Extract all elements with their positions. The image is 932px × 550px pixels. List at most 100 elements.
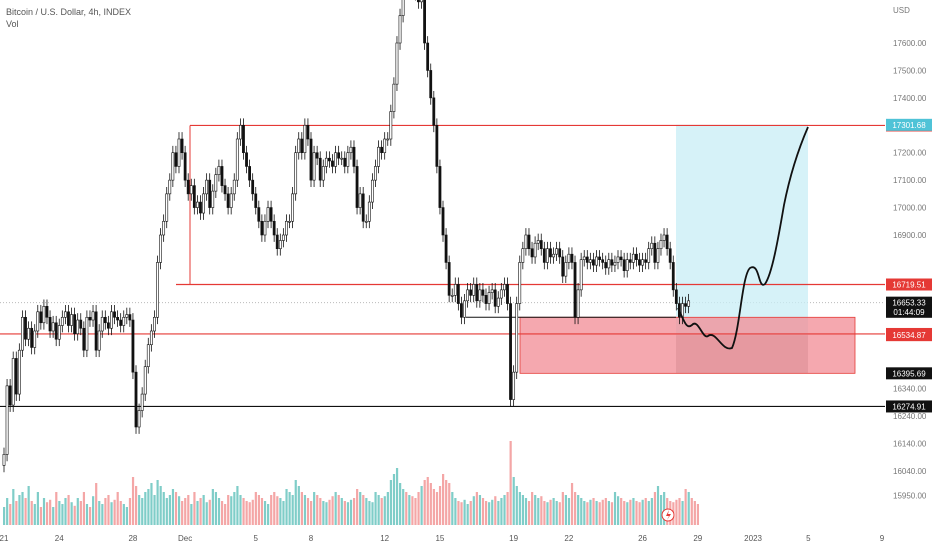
- volume-bar: [190, 504, 193, 525]
- volume-bar: [227, 495, 230, 525]
- candle: [202, 193, 205, 214]
- volume-bar: [681, 501, 684, 525]
- candle: [30, 327, 34, 348]
- candle: [232, 179, 236, 195]
- candle: [165, 193, 169, 222]
- candle: [220, 166, 224, 186]
- volume-bar: [386, 492, 389, 525]
- x-tick-label: 22: [564, 534, 573, 543]
- volume-bar: [448, 483, 451, 525]
- volume-bar: [442, 474, 445, 525]
- candle: [417, 0, 420, 3]
- volume-bar: [567, 498, 571, 525]
- volume-bar: [635, 501, 638, 525]
- candle: [288, 220, 291, 223]
- volume-bar: [586, 502, 589, 525]
- candle: [116, 316, 119, 321]
- candle: [447, 262, 451, 296]
- candle: [509, 303, 512, 400]
- candle: [426, 42, 430, 71]
- volume-bar: [288, 492, 291, 525]
- volume-bar: [374, 492, 377, 525]
- volume-bar: [260, 498, 264, 525]
- candle: [518, 262, 522, 304]
- candle: [552, 253, 555, 258]
- x-tick-label: 8: [309, 534, 314, 543]
- candle: [484, 295, 488, 304]
- candle: [205, 179, 209, 195]
- price-label: 17301.68: [892, 121, 926, 130]
- candle: [318, 157, 322, 181]
- candle: [257, 207, 261, 222]
- volume-bar: [638, 502, 641, 525]
- volume-bar: [380, 498, 383, 525]
- candle: [153, 316, 156, 332]
- volume-bar: [214, 492, 218, 525]
- volume-bar: [607, 501, 610, 525]
- price-label-bg: [886, 118, 932, 131]
- candle: [275, 234, 279, 250]
- volume-bar: [177, 496, 181, 525]
- candle: [530, 248, 534, 258]
- volume-bar: [193, 492, 196, 525]
- candle: [499, 289, 503, 299]
- volume-bar: [524, 498, 528, 525]
- volume-bar: [589, 499, 592, 525]
- x-tick-label: 12: [380, 534, 389, 543]
- volume-bar: [466, 504, 469, 525]
- candle: [297, 138, 301, 154]
- volume-bar: [491, 499, 494, 525]
- candle: [137, 410, 141, 428]
- volume-bar: [383, 496, 386, 525]
- candle: [684, 303, 687, 307]
- candle: [604, 262, 608, 269]
- volume-bar: [451, 492, 454, 525]
- volume-bar: [270, 495, 273, 525]
- candle: [88, 316, 92, 321]
- volume-bar: [570, 483, 574, 525]
- volume-bar: [552, 498, 555, 525]
- volume-bar: [518, 492, 521, 525]
- volume-bar: [303, 495, 307, 525]
- candle: [665, 234, 669, 250]
- price-label-bg: [886, 329, 932, 342]
- candle: [460, 303, 463, 318]
- volume-bar: [543, 501, 546, 525]
- volume-bar: [33, 504, 36, 525]
- volume-bar: [402, 489, 405, 525]
- volume-bar: [39, 507, 43, 525]
- candle: [134, 371, 138, 428]
- volume-bar: [389, 480, 393, 525]
- candle: [592, 259, 595, 266]
- volume-bar: [438, 486, 442, 525]
- volume-bar: [414, 498, 417, 525]
- y-tick-label: 16900.00: [893, 231, 927, 240]
- volume-bar: [512, 477, 515, 525]
- candle: [558, 248, 562, 258]
- volume-bar: [273, 492, 276, 525]
- candle: [524, 234, 528, 250]
- candle: [36, 311, 40, 332]
- candle: [487, 292, 491, 304]
- symbol-title[interactable]: Bitcoin / U.S. Dollar, 4h, INDEX: [6, 7, 132, 17]
- volume-bar: [199, 498, 202, 525]
- candle: [601, 259, 605, 263]
- candle: [324, 157, 328, 167]
- volume-bar: [211, 489, 214, 525]
- candle: [14, 358, 18, 395]
- candle: [647, 248, 651, 263]
- volume-bar: [675, 499, 678, 525]
- volume-bar: [337, 495, 340, 525]
- y-tick-label: 17000.00: [893, 204, 927, 213]
- y-tick-label: 16340.00: [893, 385, 927, 394]
- candle: [162, 220, 166, 236]
- volume-bar: [583, 501, 586, 525]
- volume-bar: [371, 502, 374, 525]
- volume-bar: [356, 489, 359, 525]
- y-tick-label: 16240.00: [893, 412, 927, 421]
- volume-bar: [9, 504, 12, 525]
- volume-bar: [257, 495, 261, 525]
- volume-bar: [205, 502, 208, 525]
